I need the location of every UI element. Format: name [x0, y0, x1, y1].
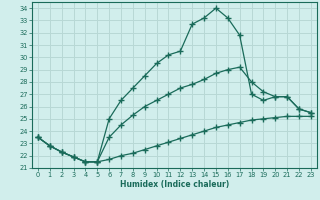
X-axis label: Humidex (Indice chaleur): Humidex (Indice chaleur): [120, 180, 229, 189]
